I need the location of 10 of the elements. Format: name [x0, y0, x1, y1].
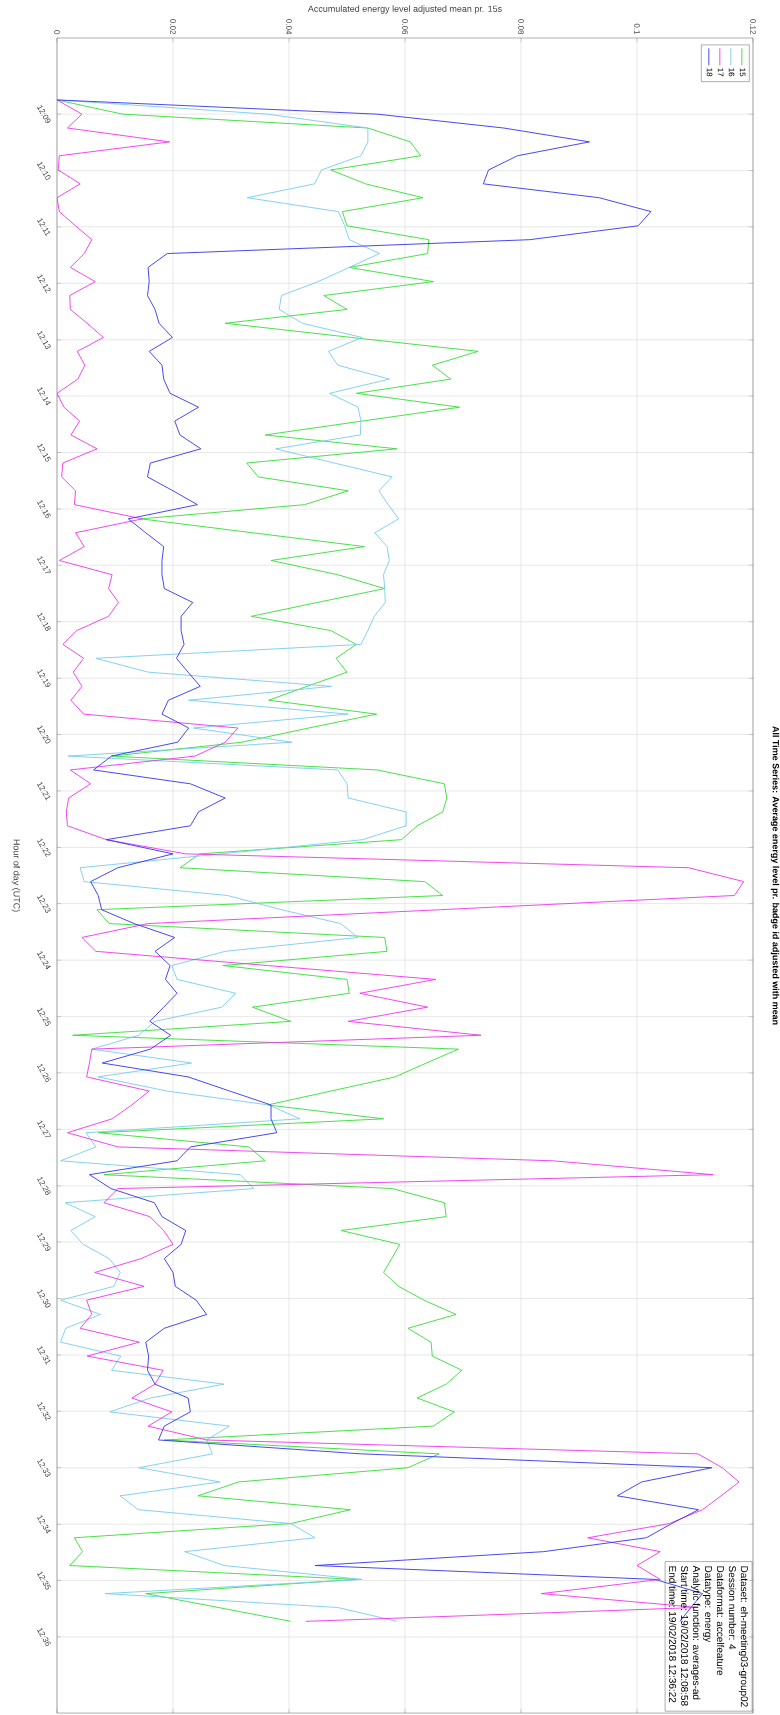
annotation: End time: 19/02/2018 12:36:22	[669, 1566, 677, 1703]
annotation: Start time: 19/02/2018 12:08:58	[681, 1566, 689, 1706]
text: All Time Series: Average energy level pr. badge id adjusted with mean	[770, 726, 780, 1025]
x-axis-title: Accumulated energy level adjusted mean pr. 15s	[307, 5, 502, 14]
annotation: Dataset: eh-meeting03-group02	[738, 1566, 749, 1707]
y-axis-title: Hour of day (UTC)	[11, 839, 21, 912]
annotation: Session number: 4	[728, 1566, 737, 1650]
annotation: Datatype: energy	[702, 1566, 712, 1643]
annotation: Analytic function: averages-ad	[691, 1565, 701, 1700]
annotation: Dataformat: accelfeature	[716, 1566, 725, 1676]
